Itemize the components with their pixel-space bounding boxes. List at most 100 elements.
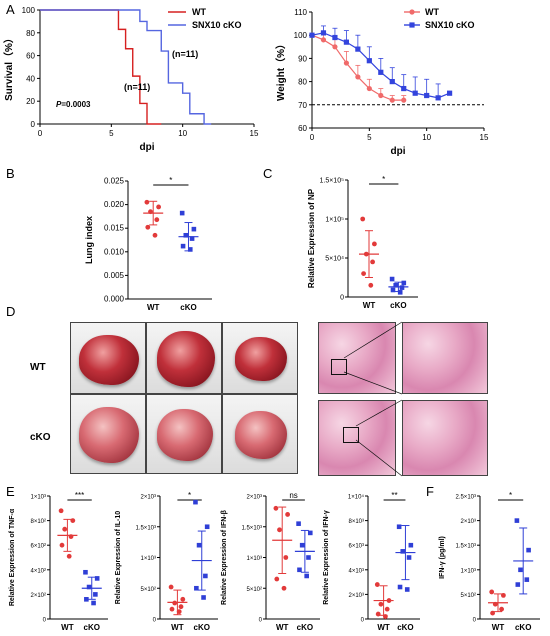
- data-point: [396, 524, 402, 530]
- data-point: [203, 573, 208, 579]
- data-point: [378, 69, 384, 75]
- y-tick-label: 5×10²: [246, 587, 262, 593]
- y-tick-label: 0: [31, 120, 36, 129]
- x-tick-label: 10: [422, 133, 431, 142]
- data-point: [156, 204, 162, 210]
- data-point: [401, 97, 407, 103]
- lung-photo-cko-3: [222, 394, 298, 474]
- y-tick-label: 100: [22, 6, 36, 15]
- y-tick-label: 0: [473, 618, 477, 624]
- data-point: [180, 596, 186, 602]
- survival-curve-wt: [40, 9, 162, 125]
- x-tick-label: 5: [367, 133, 372, 142]
- y-tick-label: 1×10³: [246, 556, 262, 562]
- y-axis-title: Survival（%）: [2, 33, 15, 101]
- lung-photo-cko-1: [70, 394, 146, 474]
- lung-photo-wt-2: [146, 322, 222, 394]
- x-tick-label: 0: [38, 129, 43, 138]
- data-point: [332, 34, 338, 41]
- data-point: [412, 90, 418, 96]
- zoom-selection-box: [343, 427, 359, 443]
- data-point: [91, 600, 96, 606]
- data-point: [368, 282, 374, 288]
- data-point: [389, 276, 395, 282]
- data-point: [152, 232, 158, 238]
- y-tick-label: 1.5×10³: [455, 544, 476, 550]
- panel-letter-b: B: [6, 166, 15, 181]
- x-tick-label: 15: [250, 129, 259, 138]
- y-tick-label: 1×10³: [30, 495, 46, 501]
- data-point: [355, 74, 361, 80]
- y-tick-label: 2×10²: [30, 593, 46, 599]
- y-axis-title: Relative Expression of NP: [307, 188, 316, 288]
- data-point: [154, 217, 160, 223]
- y-tick-label: 70: [298, 101, 307, 110]
- data-point: [406, 555, 412, 560]
- data-point: [524, 577, 530, 582]
- y-tick-label: 6×10²: [30, 544, 46, 550]
- data-point: [297, 567, 302, 573]
- x-category-label: cKO: [297, 623, 313, 632]
- x-category-label: WT: [61, 623, 74, 632]
- lung-photo-cko-2: [146, 394, 222, 474]
- y-axis-title: Weight（%）: [274, 39, 287, 101]
- data-point: [178, 604, 184, 610]
- lung-photo-wt-3: [222, 322, 298, 394]
- x-category-label: WT: [276, 623, 289, 632]
- y-tick-label: 110: [294, 8, 307, 17]
- data-point: [285, 512, 290, 517]
- y-tick-label: 0.020: [104, 200, 125, 209]
- lung-specimen: [157, 331, 215, 387]
- data-point: [94, 576, 100, 581]
- lung-specimen: [79, 407, 139, 463]
- legend-label-cko: SNX10 cKO: [192, 20, 242, 30]
- legend-label-wt: WT: [192, 7, 206, 17]
- significance-label: *: [188, 491, 191, 500]
- lung-specimen: [157, 409, 213, 461]
- y-axis-title: Relative Expression of TNF-α: [9, 508, 16, 606]
- data-point: [93, 592, 98, 597]
- data-point: [189, 236, 195, 241]
- ifng-expression-chart: 0 2×10³ 4×10³ 6×10³ 8×10³ 1×10⁴ WT cKO Relative …: [323, 491, 420, 632]
- data-point: [70, 518, 76, 523]
- data-point: [274, 576, 280, 582]
- data-point: [191, 226, 197, 232]
- data-point: [397, 584, 403, 590]
- data-point: [145, 224, 151, 230]
- y-tick-label: 5×10²: [140, 587, 156, 593]
- x-category-label: WT: [147, 303, 160, 312]
- y-tick-label: 4×10²: [30, 568, 46, 574]
- data-point: [401, 85, 407, 92]
- zoom-selection-box: [331, 359, 347, 375]
- data-point: [355, 46, 361, 52]
- x-category-label: WT: [492, 623, 505, 632]
- data-point: [86, 584, 92, 590]
- data-point: [501, 592, 506, 598]
- y-axis-title: IFN-γ (pg/ml): [439, 536, 446, 579]
- x-category-label: cKO: [180, 303, 196, 312]
- data-point: [320, 37, 327, 43]
- y-tick-label: 60: [26, 52, 35, 61]
- y-tick-label: 0.010: [104, 247, 125, 256]
- y-tick-label: 0: [340, 295, 344, 302]
- data-point: [384, 606, 390, 612]
- data-point: [378, 92, 384, 99]
- x-tick-label: 10: [178, 129, 187, 138]
- data-point: [370, 259, 375, 265]
- y-axis-title: Relative Expression of IFN-γ: [323, 510, 330, 605]
- data-point: [404, 587, 410, 592]
- data-point: [389, 79, 395, 85]
- data-point: [361, 271, 366, 276]
- np-expression-chart: 0 5×10⁴ 1×10⁵ 1.5×10⁵ WT cKO Relative Expressi…: [307, 175, 418, 310]
- x-category-label: WT: [171, 623, 184, 632]
- y-tick-label: 1×10⁵: [325, 217, 344, 224]
- x-category-label: cKO: [390, 301, 406, 310]
- significance-label: *: [169, 176, 172, 185]
- data-point: [435, 95, 441, 101]
- data-point: [320, 30, 327, 36]
- x-tick-label: 15: [480, 133, 489, 142]
- survival-curve-snx10-cko: [40, 9, 212, 125]
- ifng-elisa-chart: 0 5×10² 1×10³ 1.5×10³ 2×10³ 2.5×10³ WT cKO IFN-γ…: [439, 491, 540, 632]
- row-label-cko: cKO: [30, 432, 51, 443]
